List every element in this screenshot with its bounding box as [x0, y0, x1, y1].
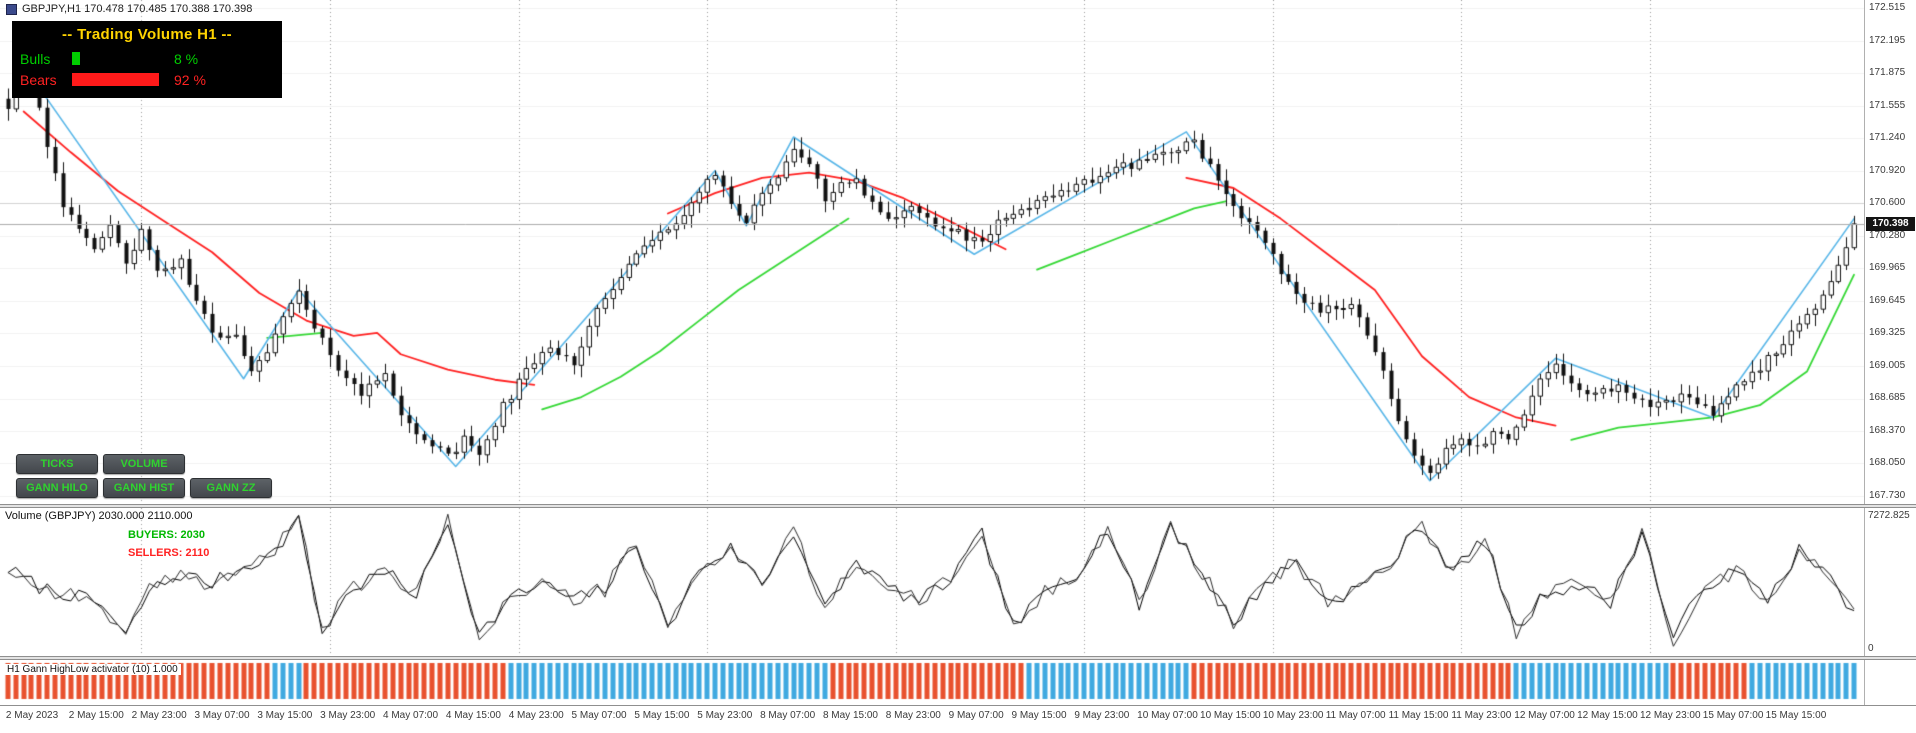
time-tick-label: 10 May 07:00	[1137, 710, 1198, 721]
bears-bar	[72, 73, 160, 86]
price-chart-canvas[interactable]	[0, 0, 1864, 504]
bulls-percent: 8 %	[174, 50, 199, 67]
time-tick-label: 3 May 07:00	[194, 710, 250, 721]
time-axis: 2 May 2023 2 May 15:00 2 May 23:00 3 May 07…	[0, 705, 1916, 733]
time-tick-label: 8 May 15:00	[822, 710, 878, 721]
gann-hilo-button[interactable]: GANN HILO	[16, 478, 98, 498]
bears-percent: 92 %	[174, 71, 206, 88]
price-tick-label: 170.600	[1869, 197, 1906, 209]
sellers-label: SELLERS: 2110	[128, 547, 210, 559]
price-tick-label: 170.920	[1869, 164, 1906, 176]
ticks-button[interactable]: TICKS	[16, 454, 98, 474]
bulls-row: Bulls 8 %	[20, 48, 274, 69]
time-tick-label: 15 May 15:00	[1765, 710, 1827, 721]
price-axis: 172.515 172.195 171.875 171.555 171.240 170.9…	[1864, 0, 1916, 504]
volume-button[interactable]: VOLUME	[103, 454, 185, 474]
time-tick-label: 11 May 23:00	[1451, 710, 1512, 721]
time-tick-label: 11 May 15:00	[1388, 710, 1449, 721]
price-tick-label: 172.195	[1869, 34, 1906, 46]
time-tick-label: 15 May 07:00	[1702, 710, 1764, 721]
time-tick-label: 4 May 07:00	[383, 710, 439, 721]
time-tick-label: 12 May 07:00	[1514, 710, 1575, 721]
time-tick-label: 12 May 23:00	[1639, 710, 1701, 721]
volume-axis-max: 7272.825	[1868, 510, 1910, 521]
time-tick-label: 2 May 15:00	[68, 710, 124, 721]
time-tick-label: 9 May 07:00	[948, 710, 1004, 721]
time-tick-label: 3 May 23:00	[320, 710, 376, 721]
gann-activator-canvas[interactable]	[0, 660, 1864, 705]
main-chart-pane: GBPJPY,H1 170.478 170.485 170.388 170.39…	[0, 0, 1916, 504]
panel-title: -- Trading Volume H1 --	[62, 26, 232, 43]
time-tick-label: 8 May 23:00	[885, 710, 941, 721]
bulls-label: Bulls	[20, 50, 51, 67]
time-tick-label: 9 May 15:00	[1011, 710, 1067, 721]
price-tick-label: 172.515	[1869, 2, 1906, 13]
price-tick-label: 168.685	[1869, 392, 1906, 404]
activator-axis	[1864, 660, 1916, 705]
volume-chart-canvas[interactable]	[0, 508, 1864, 656]
time-tick-label: 4 May 23:00	[508, 710, 564, 721]
price-tick-label: 169.005	[1869, 359, 1906, 371]
time-tick-label: 2 May 2023	[5, 710, 59, 721]
price-tick-label: 171.240	[1869, 132, 1906, 144]
bears-label: Bears	[20, 71, 57, 88]
bears-row: Bears 92 %	[20, 69, 274, 90]
current-price-badge: 170.398	[1866, 216, 1915, 231]
chart-symbol-icon	[6, 3, 17, 15]
price-tick-label: 169.965	[1869, 262, 1906, 274]
gann-activator-pane: H1 Gann HighLow activator (10) 1.000	[0, 660, 1916, 705]
time-tick-label: 11 May 07:00	[1325, 710, 1386, 721]
volume-pane: Volume (GBPJPY) 2030.000 2110.000 BUYERS…	[0, 508, 1916, 656]
price-tick-label: 167.730	[1869, 489, 1906, 501]
time-tick-label: 2 May 23:00	[131, 710, 187, 721]
time-tick-label: 10 May 23:00	[1262, 710, 1324, 721]
time-tick-label: 9 May 23:00	[1074, 710, 1130, 721]
symbol-info: GBPJPY,H1 170.478 170.485 170.388 170.39…	[6, 3, 252, 15]
indicator-buttons: TICKS VOLUME GANN HILO GANN HIST GANN ZZ	[16, 454, 272, 498]
price-tick-label: 169.645	[1869, 294, 1906, 306]
volume-axis-min: 0	[1868, 643, 1874, 654]
price-tick-label: 171.555	[1869, 99, 1906, 111]
time-tick-label: 5 May 07:00	[571, 710, 627, 721]
time-tick-label: 8 May 07:00	[760, 710, 816, 721]
time-tick-label: 5 May 15:00	[634, 710, 690, 721]
symbol-info-text: GBPJPY,H1 170.478 170.485 170.388 170.39…	[22, 3, 253, 15]
gann-activator-label: H1 Gann HighLow activator (10) 1.000	[4, 664, 181, 675]
time-tick-label: 4 May 15:00	[445, 710, 501, 721]
gann-hist-button[interactable]: GANN HIST	[103, 478, 185, 498]
gann-zz-button[interactable]: GANN ZZ	[190, 478, 272, 498]
price-tick-label: 170.280	[1869, 229, 1906, 241]
price-tick-label: 168.050	[1869, 457, 1906, 469]
pane-splitter[interactable]	[0, 656, 1916, 660]
trading-volume-panel: -- Trading Volume H1 -- Bulls 8 % Bears …	[12, 21, 282, 98]
buyers-label: BUYERS: 2030	[128, 529, 206, 541]
time-tick-label: 10 May 15:00	[1200, 710, 1261, 721]
volume-indicator-label: Volume (GBPJPY) 2030.000 2110.000	[5, 510, 193, 522]
time-tick-label: 12 May 15:00	[1577, 710, 1638, 721]
price-tick-label: 168.370	[1869, 424, 1906, 436]
pane-splitter[interactable]	[0, 504, 1916, 508]
time-tick-label: 3 May 15:00	[257, 710, 313, 721]
price-tick-label: 171.875	[1869, 67, 1906, 79]
price-tick-label: 169.325	[1869, 327, 1906, 339]
time-tick-label: 5 May 23:00	[697, 710, 753, 721]
volume-axis: 7272.825 0	[1864, 508, 1916, 656]
bulls-bar	[72, 52, 80, 65]
